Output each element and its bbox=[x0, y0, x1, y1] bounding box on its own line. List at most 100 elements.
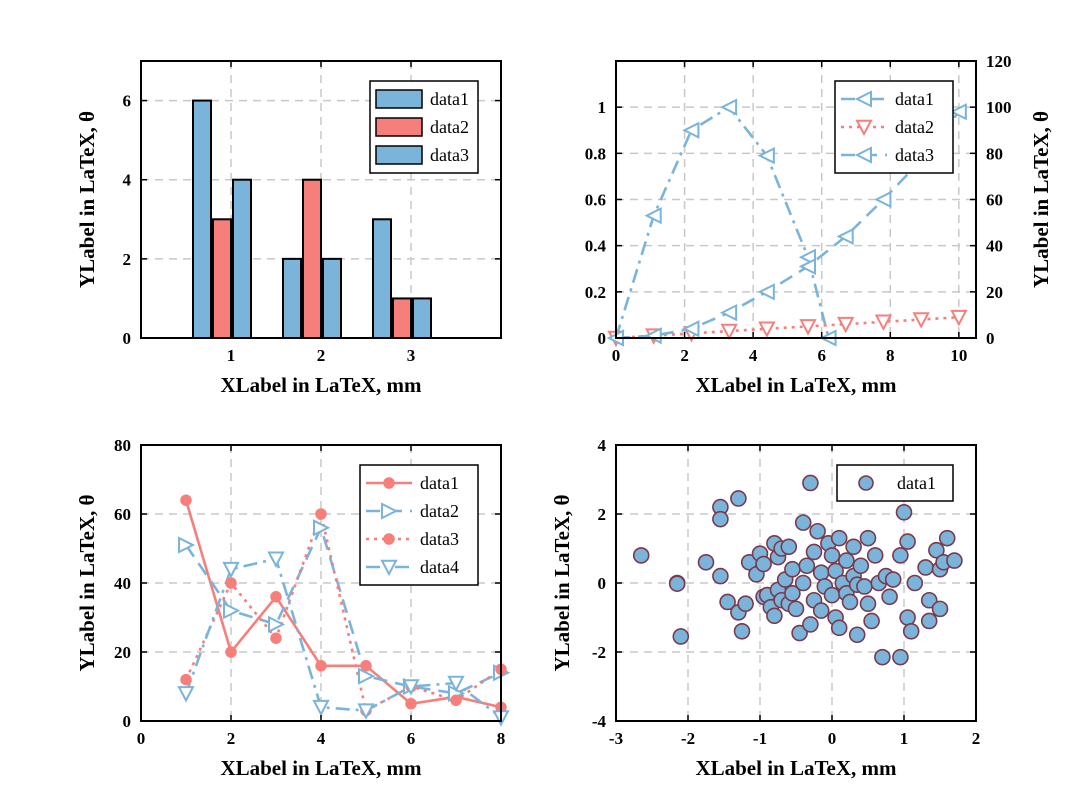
y-tick-label: 40 bbox=[114, 574, 131, 593]
x-tick-label: 10 bbox=[950, 346, 967, 365]
scatter-point bbox=[884, 571, 902, 588]
legend-marker bbox=[854, 90, 872, 108]
point-data2 bbox=[874, 314, 893, 331]
point-data2 bbox=[178, 536, 196, 554]
scatter-point bbox=[830, 529, 848, 547]
scatter-point bbox=[672, 628, 690, 645]
x-axis-label: XLabel in LaTeX, mm bbox=[695, 373, 897, 397]
bar-data1-2 bbox=[282, 257, 302, 340]
scatter-point bbox=[845, 538, 862, 556]
point-data3 bbox=[949, 103, 967, 121]
legend-marker bbox=[383, 533, 395, 545]
point-data2 bbox=[837, 316, 855, 334]
scatter-point bbox=[784, 560, 801, 578]
y-tick-label: 4 bbox=[123, 171, 132, 190]
point-data3 bbox=[450, 694, 462, 707]
bar-data3-3 bbox=[412, 297, 432, 339]
point-data1 bbox=[270, 591, 282, 603]
y-axis-label: YLabel in LaTeX, θ bbox=[75, 111, 99, 288]
scatter-point bbox=[830, 619, 848, 637]
y-tick-label: 1 bbox=[598, 98, 607, 117]
scatter-point bbox=[827, 562, 844, 580]
y-axis-label: YLabel in LaTeX, θ bbox=[550, 494, 574, 671]
legend-marker bbox=[381, 502, 399, 520]
legend-label: data3 bbox=[430, 145, 469, 165]
bar-data2-3 bbox=[392, 297, 412, 339]
legend-label: data3 bbox=[420, 529, 459, 549]
scatter-point bbox=[809, 522, 826, 540]
scatter-point bbox=[733, 622, 751, 640]
y-tick-label: 6 bbox=[123, 92, 132, 111]
legend-label: data1 bbox=[430, 89, 469, 109]
scatter-point bbox=[852, 557, 870, 575]
scatter-point bbox=[812, 564, 830, 581]
scatter-point bbox=[780, 538, 798, 556]
x-tick-label: -2 bbox=[681, 729, 695, 748]
point-data3 bbox=[225, 577, 237, 589]
legend-label: data1 bbox=[895, 89, 934, 109]
x-tick-label: 1 bbox=[900, 729, 909, 748]
point-data4 bbox=[357, 703, 375, 720]
x-axis-label: XLabel in LaTeX, mm bbox=[220, 756, 422, 780]
point-data4 bbox=[222, 561, 240, 579]
x-tick-label: 2 bbox=[227, 729, 236, 748]
series-line-data1 bbox=[616, 105, 830, 338]
scatter-point bbox=[712, 567, 729, 585]
x-tick-label: 8 bbox=[497, 729, 506, 748]
bar-data2-1 bbox=[212, 218, 232, 340]
scatter-point bbox=[856, 578, 873, 595]
legend-marker bbox=[858, 475, 874, 491]
scatter-point bbox=[737, 595, 754, 613]
point-data4 bbox=[447, 675, 465, 693]
x-tick-label: 2 bbox=[680, 346, 689, 365]
y-right-tick-label: 120 bbox=[986, 52, 1012, 71]
chart-panel-4: -3 -2 -1 0 1 2 -4 -2 0 2 4 XLabel in LaTeX, mm YLabe… bbox=[550, 436, 980, 780]
legend-label: data2 bbox=[430, 117, 469, 137]
scatter-point bbox=[668, 575, 686, 592]
legend-marker bbox=[383, 477, 395, 489]
legend-label: data1 bbox=[897, 473, 936, 493]
x-tick-label: 0 bbox=[137, 729, 146, 748]
point-data2 bbox=[912, 312, 930, 329]
scatter-point bbox=[791, 624, 808, 642]
y-right-tick-label: 80 bbox=[986, 144, 1003, 163]
x-tick-label: 1 bbox=[227, 346, 236, 365]
y-tick-label: 0 bbox=[123, 329, 132, 348]
scatter-point bbox=[794, 514, 812, 531]
point-data3 bbox=[836, 227, 854, 246]
scatter-point bbox=[730, 490, 747, 507]
y-tick-label: 0.2 bbox=[585, 283, 606, 302]
point-data2 bbox=[223, 601, 241, 620]
legend-label: data2 bbox=[420, 501, 459, 521]
y-tick-label: 20 bbox=[114, 643, 131, 662]
scatter-point bbox=[892, 648, 909, 666]
point-data2 bbox=[799, 319, 817, 336]
scatter-point bbox=[866, 547, 884, 564]
y-tick-label: 0 bbox=[598, 574, 607, 593]
legend-label: data4 bbox=[420, 557, 459, 577]
scatter-point bbox=[798, 557, 816, 575]
scatter-point bbox=[899, 533, 916, 550]
scatter-point bbox=[823, 586, 841, 604]
y-tick-label: 2 bbox=[123, 250, 132, 269]
scatter-point bbox=[859, 529, 877, 547]
y-tick-label: -2 bbox=[592, 643, 606, 662]
point-data2 bbox=[950, 309, 968, 327]
scatter-point bbox=[881, 588, 898, 606]
y-axis-label: YLabel in LaTeX, θ bbox=[75, 494, 99, 671]
point-data3 bbox=[180, 673, 192, 686]
x-tick-label: 0 bbox=[612, 346, 621, 365]
point-data1 bbox=[757, 147, 775, 165]
y-right-tick-label: 100 bbox=[986, 98, 1012, 117]
y-tick-label: 0.8 bbox=[585, 144, 606, 163]
point-data4 bbox=[177, 686, 195, 703]
point-data3 bbox=[874, 190, 892, 209]
point-data1 bbox=[360, 660, 372, 672]
point-data2 bbox=[358, 667, 376, 685]
scatter-point bbox=[787, 600, 805, 618]
x-axis-label: XLabel in LaTeX, mm bbox=[220, 373, 422, 397]
point-data3 bbox=[315, 508, 327, 520]
x-tick-label: 0 bbox=[828, 729, 837, 748]
y-axis-right-label: YLabel in LaTeX, θ bbox=[1029, 111, 1053, 288]
